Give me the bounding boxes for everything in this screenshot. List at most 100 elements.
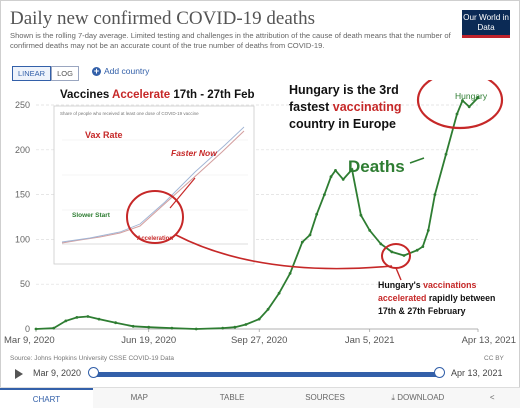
data-point [350,168,354,171]
data-point [476,96,480,100]
data-point [455,112,459,116]
data-point [415,248,419,252]
data-point [34,327,38,331]
data-point [266,307,270,311]
bottom-tabs: CHART MAP TABLE SOURCES ⤓ DOWNLOAD < [0,387,520,408]
vaccines-prefix: Vaccines [60,89,112,101]
data-point [444,152,448,156]
add-country-button[interactable]: + Add country [92,66,149,76]
data-point [341,178,345,181]
source-note[interactable]: Source: Johns Hopkins University CSSE CO… [10,355,175,362]
series-label-hungary: Hungary [455,91,488,101]
data-point [97,317,101,321]
inset-background [53,105,255,265]
data-point [147,325,151,329]
data-point [308,233,312,237]
vaccines-suffix: 17th - 27th Feb [170,89,254,101]
inset-vaccination-line [61,130,245,244]
data-point [402,254,406,257]
data-point [194,327,198,331]
vaccination-inset: Share of people who received at least on… [53,105,255,265]
tab-share[interactable]: < [464,388,520,408]
data-point [257,317,261,321]
linear-scale-button[interactable]: LINEAR [12,66,52,81]
tab-chart[interactable]: CHART [0,388,93,408]
play-icon[interactable] [15,369,23,379]
x-tick-label: Jun 19, 2020 [121,335,176,346]
logo-accent-bar [462,35,510,38]
connector-line [175,234,393,270]
y-tick-label: 250 [15,100,30,110]
data-point [244,323,248,326]
y-tick-label: 200 [15,145,30,155]
timeline-start-date: Mar 9, 2020 [33,368,82,378]
february-circle [381,243,411,269]
data-point [359,213,363,217]
data-point [52,326,56,330]
logo-text: Our World in Data [463,13,509,32]
feb-line-3: 17th & 27th February [378,306,466,316]
hungary-line-2-accent: vaccinating [333,100,402,114]
hungary-line-2-prefix: fastest [289,100,333,114]
data-point [233,325,237,329]
y-tick-label: 50 [20,279,30,289]
data-point [467,105,471,109]
data-point [277,291,281,295]
feb-line-1-accent: vaccinations [423,280,476,290]
data-point [114,321,117,325]
data-point [426,229,430,232]
inset-vax-rate-label: Vax Rate [85,130,123,140]
owid-logo[interactable]: Our World in Data [462,10,510,38]
hungary-line-1: Hungary is the 3rd [289,83,399,97]
inset-acceleration-label: Acceleration [137,236,173,242]
timeline-end-date: Apr 13, 2021 [451,368,503,378]
x-axis-ticks: Mar 9, 2020 Jun 19, 2020 Sep 27, 2020 Jan 5… [4,329,516,346]
chart-subtitle: Shown is the rolling 7-day average. Limi… [10,31,451,50]
series-line-hungary [35,97,479,330]
inset-comparison-line [61,126,245,243]
y-tick-label: 0 [25,324,30,334]
data-point [390,250,394,254]
vaccines-accent: Accelerate [112,89,170,101]
timeline-end-handle[interactable] [434,367,445,378]
y-tick-label: 100 [15,234,30,244]
data-point [75,316,79,319]
hungary-peak-circle [416,80,504,130]
faster-now-text: Faster Now [171,148,218,158]
deaths-arrow [409,157,425,164]
scale-toggle: LINEAR LOG [12,66,79,81]
timeline-start-handle[interactable] [88,367,99,378]
inset-header: Share of people who received at least on… [60,111,199,116]
tab-map[interactable]: MAP [130,393,148,402]
data-point [461,99,464,102]
data-point [368,229,372,232]
data-point [86,315,90,318]
data-point [288,272,292,275]
x-tick-label: Mar 9, 2020 [4,335,55,346]
log-scale-button[interactable]: LOG [51,66,79,81]
grid-lines [36,104,478,330]
y-axis-ticks: 0 50 100 150 200 250 [15,100,30,334]
tab-download[interactable]: ⤓ DOWNLOAD [371,388,464,408]
page-title: Daily new confirmed COVID-19 deaths [10,8,315,29]
hungary-line-3: country in Europe [289,117,396,131]
data-point [300,240,304,244]
share-icon: < [489,393,495,402]
tab-sources[interactable]: SOURCES [305,393,345,402]
vaccines-annotation: Vaccines Accelerate 17th - 27th Feb [60,89,255,101]
data-point [334,169,337,172]
series-points [34,96,480,331]
tab-table[interactable]: TABLE [219,393,245,402]
deaths-annotation: Deaths [348,157,405,176]
data-point [64,319,68,323]
tab-download-label: DOWNLOAD [397,393,445,402]
y-tick-label: 150 [15,190,30,200]
timeline: Mar 9, 2020 Apr 13, 2021 [0,365,520,385]
data-point [131,324,135,328]
download-icon: ⤓ [391,393,398,402]
timeline-track[interactable] [94,372,440,377]
feb-line-2-accent: accelerated [378,293,426,303]
data-point [433,193,437,197]
acceleration-circle [126,190,184,244]
license-label[interactable]: CC BY [484,355,504,362]
